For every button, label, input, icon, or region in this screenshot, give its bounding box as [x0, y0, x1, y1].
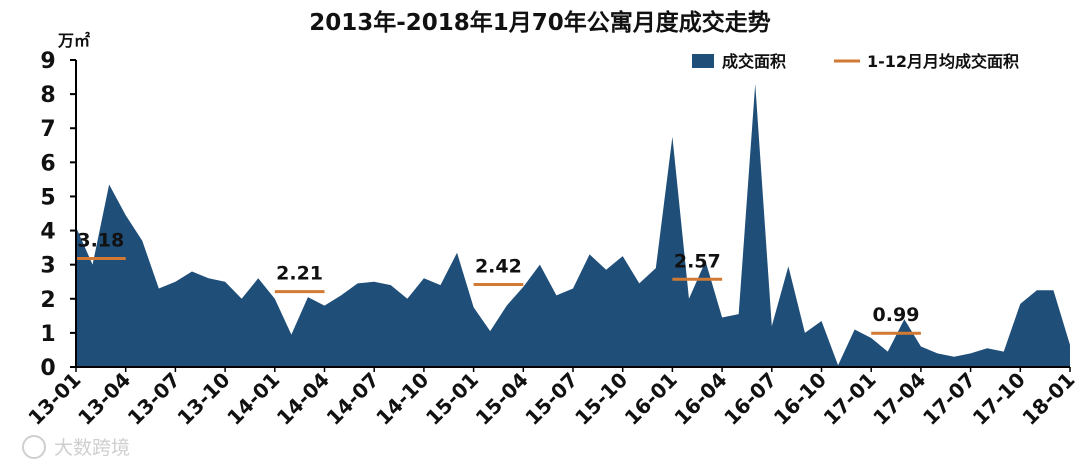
- x-axis-ticks: 13-0113-0413-0713-1014-0114-0414-0714-10…: [23, 367, 1080, 430]
- average-label-2013: 3.18: [77, 230, 124, 252]
- x-tick-label: 16-04: [669, 368, 731, 430]
- y-tick-label: 8: [40, 83, 55, 108]
- x-tick-label: 17-07: [918, 368, 980, 430]
- legend-swatch-area: [692, 54, 714, 68]
- x-tick-label: 14-07: [322, 368, 384, 430]
- x-tick-label: 16-10: [769, 368, 831, 430]
- y-tick-label: 7: [40, 117, 55, 142]
- watermark: 大数跨境: [22, 435, 130, 459]
- y-tick-label: 2: [40, 288, 55, 313]
- average-label-2014: 2.21: [276, 263, 323, 285]
- y-tick-label: 4: [40, 220, 55, 245]
- x-tick-label: 15-01: [421, 368, 483, 430]
- legend-label-average: 1-12月月均成交面积: [867, 52, 1019, 71]
- y-tick-label: 6: [40, 151, 55, 176]
- x-tick-label: 13-07: [123, 368, 185, 430]
- y-tick-label: 0: [40, 356, 55, 381]
- chart-title: 2013年-2018年1月70年公寓月度成交走势: [309, 9, 771, 36]
- x-tick-label: 17-04: [868, 368, 930, 430]
- x-tick-label: 14-10: [371, 368, 433, 430]
- average-series: 3.18 2.21 2.42 2.57 0.99: [76, 230, 921, 335]
- y-tick-label: 3: [40, 254, 55, 279]
- area-series: [76, 83, 1070, 367]
- x-tick-label: 15-04: [471, 368, 533, 430]
- x-tick-label: 17-01: [819, 368, 881, 430]
- x-tick-label: 16-01: [620, 368, 682, 430]
- x-tick-label: 16-07: [719, 368, 781, 430]
- x-tick-label: 15-07: [520, 368, 582, 430]
- legend-label-area: 成交面积: [722, 52, 786, 71]
- y-axis-ticks: 0 1 2 3 4 5 6 7 8 9: [40, 49, 76, 381]
- legend: 成交面积 1-12月月均成交面积: [692, 52, 1019, 71]
- watermark-text: 大数跨境: [54, 437, 130, 459]
- area-series-shape: [76, 83, 1070, 367]
- average-label-2017: 0.99: [873, 304, 920, 326]
- average-label-2015: 2.42: [475, 256, 522, 278]
- watermark-logo-icon: [22, 435, 46, 459]
- x-tick-label: 14-04: [272, 368, 334, 430]
- x-tick-label: 18-01: [1017, 368, 1079, 430]
- x-tick-label: 13-10: [172, 368, 234, 430]
- average-label-2016: 2.57: [674, 250, 721, 272]
- y-tick-label: 9: [40, 49, 55, 74]
- y-tick-label: 1: [40, 322, 55, 347]
- x-tick-label: 14-01: [222, 368, 284, 430]
- y-axis-unit: 万㎡: [57, 31, 90, 50]
- x-tick-label: 15-10: [570, 368, 632, 430]
- y-tick-label: 5: [40, 185, 55, 210]
- x-tick-label: 13-04: [73, 368, 135, 430]
- x-tick-label: 17-10: [968, 368, 1030, 430]
